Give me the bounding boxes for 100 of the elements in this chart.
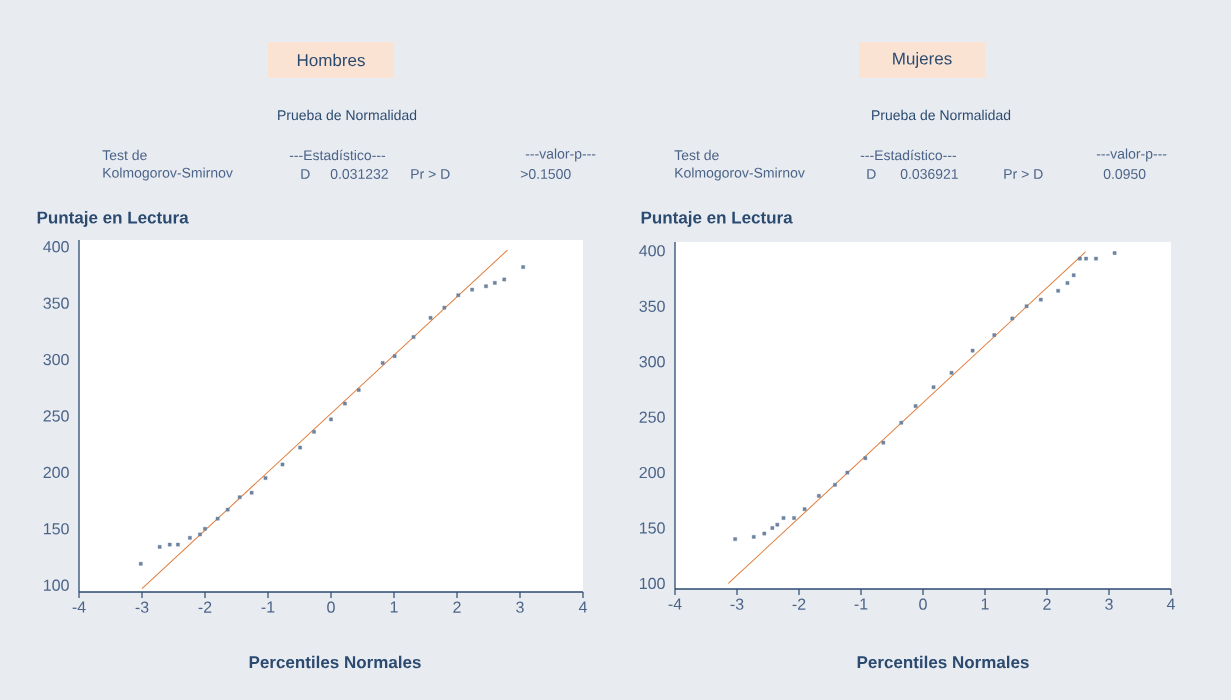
point (428, 316, 433, 320)
point (775, 522, 780, 527)
point (225, 507, 230, 512)
x-tick-label: 3 (516, 601, 524, 613)
point (484, 284, 488, 289)
point (1094, 256, 1098, 261)
x-tick-label: 0 (919, 598, 927, 610)
point (157, 545, 162, 549)
chart-subtitle: Prueba de Normalidad (278, 109, 417, 121)
y-axis-title: Puntaje en Lectura (37, 211, 189, 227)
point (1039, 297, 1043, 302)
text: Kolmogorov-Smirnov (675, 167, 805, 181)
point (215, 516, 220, 521)
y-tick-label: 300 (639, 356, 665, 368)
point (470, 287, 474, 292)
y-tick-label: 150 (640, 522, 665, 534)
point (167, 542, 172, 547)
point (392, 354, 397, 358)
text: Test de (102, 149, 147, 161)
point (380, 361, 385, 365)
x-tick-label: -1 (854, 598, 868, 610)
text: D (301, 169, 310, 179)
point (263, 476, 268, 480)
text: ---valor-p--- (1096, 148, 1167, 162)
point (188, 536, 192, 540)
point (1010, 316, 1015, 321)
chart-title: Hombres (297, 53, 365, 67)
x-tick-label: 1 (390, 601, 398, 613)
point (949, 371, 954, 375)
x-axis-title: Percentiles Normales (249, 655, 421, 669)
point (198, 532, 202, 537)
x-tick-label: -4 (668, 598, 682, 610)
y-tick-label: 300 (43, 353, 69, 366)
point (792, 516, 796, 520)
x-tick-label: 3 (1105, 598, 1113, 610)
y-tick-label: 400 (639, 245, 665, 257)
point (817, 494, 821, 498)
point (1078, 256, 1082, 261)
point (411, 335, 416, 339)
x-tick-label: 4 (578, 601, 587, 613)
x-tick-label: -3 (730, 598, 744, 610)
point (493, 281, 497, 285)
x-tick-label: 2 (1043, 598, 1051, 610)
text: 0.036921 (900, 169, 958, 179)
point (913, 404, 918, 408)
x-tick-label: 2 (453, 601, 461, 613)
point (1084, 256, 1088, 261)
point (356, 388, 361, 392)
x-tick-label: -1 (261, 601, 275, 613)
x-tick-label: -2 (792, 598, 806, 610)
point (733, 537, 737, 541)
point (203, 527, 207, 531)
point (521, 265, 525, 269)
point (343, 401, 347, 406)
point (1071, 273, 1076, 278)
x-tick-label: -4 (72, 601, 86, 613)
x-tick-label: 4 (1166, 598, 1175, 610)
point (863, 456, 868, 460)
point (762, 531, 767, 536)
point (802, 507, 807, 511)
chart-subtitle: Prueba de Normalidad (872, 109, 1011, 121)
y-tick-label: 350 (639, 300, 665, 312)
x-axis-title: Percentiles Normales (857, 655, 1029, 669)
point (899, 420, 904, 425)
text: Test de (674, 149, 719, 161)
point (456, 293, 461, 298)
x-tick-label: 1 (981, 598, 989, 610)
y-tick-label: 200 (639, 466, 665, 479)
point (992, 333, 997, 337)
x-tick-label: -2 (198, 601, 212, 613)
y-tick-label: 150 (44, 523, 69, 535)
y-tick-label: 250 (43, 410, 69, 422)
point (176, 542, 180, 547)
point (1112, 251, 1117, 255)
x-tick-label: 0 (327, 601, 335, 613)
text: 0.031232 (330, 169, 388, 179)
x-tick-label: -3 (135, 601, 149, 613)
text: ---Estadístico--- (860, 149, 957, 161)
text: >0.1500 (520, 169, 571, 179)
point (845, 470, 850, 475)
y-tick-label: 200 (43, 466, 69, 479)
point (770, 526, 775, 530)
point (298, 445, 302, 450)
y-tick-label: 400 (43, 241, 69, 253)
point (312, 429, 316, 434)
point (1024, 304, 1029, 309)
text: D (867, 169, 876, 179)
text: Pr > D (1004, 169, 1043, 179)
y-tick-label: 250 (639, 411, 665, 423)
point (781, 516, 786, 520)
y-axis-title: Puntaje en Lectura (641, 211, 793, 227)
y-tick-label: 100 (44, 579, 69, 591)
point (442, 305, 447, 310)
point (1056, 288, 1060, 293)
text: ---valor-p--- (525, 148, 596, 162)
point (833, 482, 837, 487)
point (502, 277, 507, 282)
point (280, 462, 285, 467)
point (931, 385, 936, 390)
point (970, 348, 975, 353)
